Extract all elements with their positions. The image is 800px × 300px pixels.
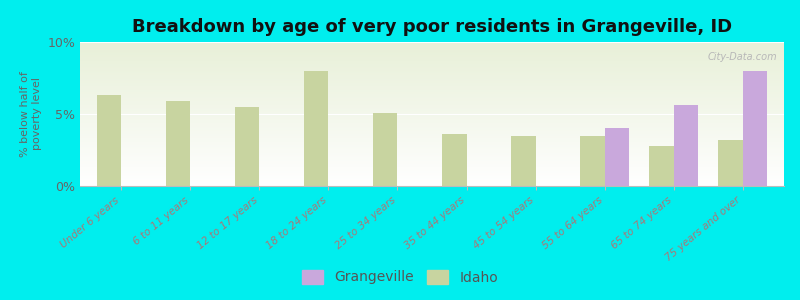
- Bar: [235, 107, 259, 186]
- Bar: [742, 71, 766, 186]
- Bar: [605, 128, 629, 186]
- Bar: [304, 71, 329, 186]
- Bar: [442, 134, 466, 186]
- Bar: [166, 101, 190, 186]
- Y-axis label: % below half of
poverty level: % below half of poverty level: [20, 71, 42, 157]
- Legend: Grangeville, Idaho: Grangeville, Idaho: [296, 264, 504, 290]
- Bar: [650, 146, 674, 186]
- Bar: [674, 105, 698, 186]
- Text: City-Data.com: City-Data.com: [707, 52, 777, 62]
- Title: Breakdown by age of very poor residents in Grangeville, ID: Breakdown by age of very poor residents …: [132, 18, 732, 36]
- Bar: [580, 136, 605, 186]
- Bar: [718, 140, 742, 186]
- Bar: [511, 136, 535, 186]
- Bar: [374, 112, 398, 186]
- Bar: [98, 95, 122, 186]
